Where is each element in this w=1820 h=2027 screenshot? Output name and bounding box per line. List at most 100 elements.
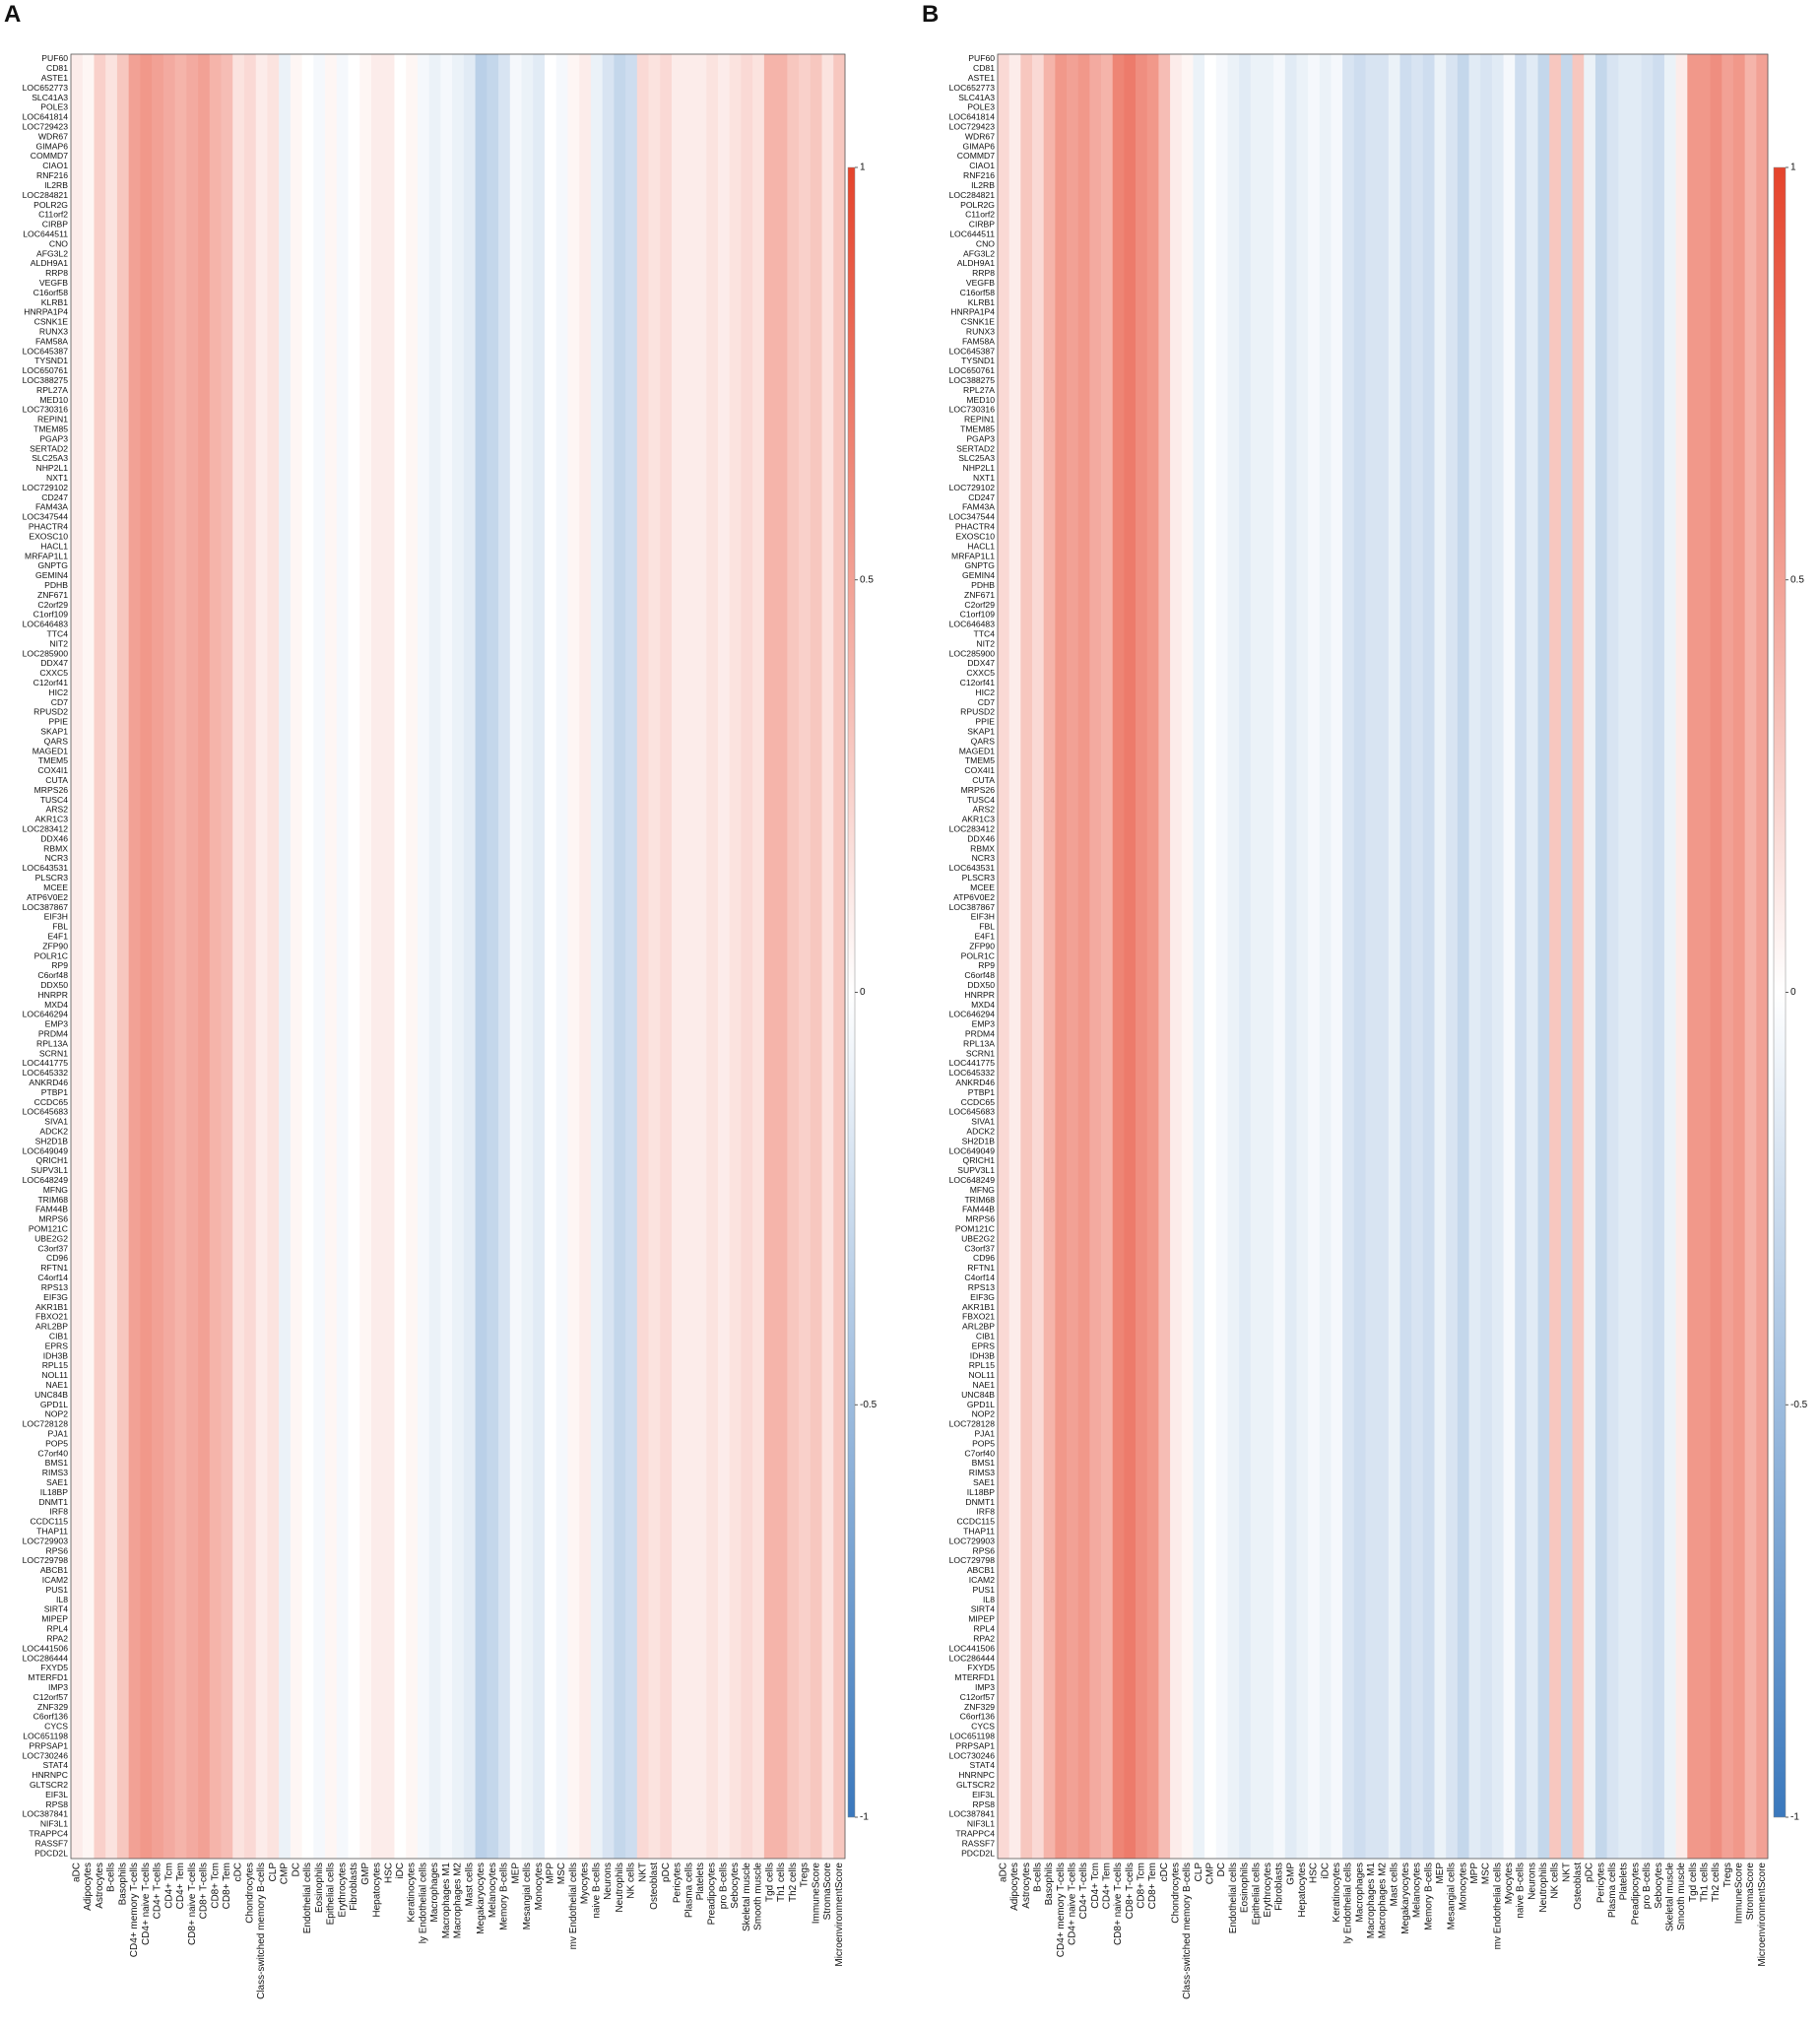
gene-label: POLR1C (34, 950, 68, 960)
gene-label: POLE3 (967, 102, 995, 112)
gene-label: LOC729798 (23, 1555, 69, 1565)
cell-type-label: Osteoblast (1573, 1863, 1584, 1910)
panel-label: B (922, 1, 939, 28)
gene-label: GLTSCR2 (30, 1780, 68, 1790)
gene-label: ALDH9A1 (31, 258, 68, 268)
cell-type-label: CLP (1194, 1863, 1204, 1882)
gene-label: MCEE (43, 883, 68, 892)
gene-label: C3orf37 (964, 1243, 995, 1253)
gene-label: SH2D1B (35, 1136, 69, 1145)
gene-label: GPD1L (40, 1400, 68, 1409)
heatmap-column (1146, 54, 1159, 1859)
gene-label: MED10 (39, 395, 68, 405)
gene-label: ADCK2 (39, 1127, 68, 1137)
cell-type-label: Platelets (695, 1863, 706, 1900)
cell-type-label: Eosinophils (1240, 1863, 1251, 1913)
heatmap-column (799, 54, 812, 1859)
heatmap-column (1732, 54, 1746, 1859)
gene-label: VEGFB (966, 278, 995, 288)
gene-label: LOC644511 (949, 229, 995, 238)
cell-type-label: DC (291, 1863, 301, 1876)
heatmap-column (1273, 54, 1286, 1859)
heatmap-column (1170, 54, 1183, 1859)
gene-label: CCDC115 (30, 1517, 68, 1527)
gene-label: LOC645332 (949, 1068, 996, 1078)
gene-label: LOC651198 (949, 1731, 995, 1740)
gene-label: LOC729102 (23, 483, 69, 492)
gene-label: LOC729903 (949, 1536, 996, 1545)
gene-label: UNC84B (961, 1390, 995, 1400)
heatmap-column (267, 54, 280, 1859)
gene-label: IL18BP (40, 1487, 68, 1497)
gene-label: LOC441775 (23, 1058, 69, 1068)
cell-type-label: Eosinophils (314, 1863, 325, 1913)
cell-type-label: Epithelial cells (1251, 1863, 1262, 1925)
gene-label: LOC730246 (23, 1750, 69, 1760)
gene-label: FAM44B (962, 1205, 995, 1214)
gene-label: ASTE1 (41, 73, 68, 83)
gene-label: ZFP90 (969, 941, 995, 950)
gene-label: RFTN1 (40, 1263, 68, 1273)
gene-label: MIPEP (968, 1614, 995, 1624)
heatmap-column (648, 54, 661, 1859)
gene-label: ABCB1 (967, 1565, 995, 1575)
gene-label: QRICH1 (963, 1155, 996, 1165)
gene-label: RNF216 (36, 170, 68, 180)
heatmap-column (71, 54, 84, 1859)
heatmap-column (1067, 54, 1079, 1859)
heatmap-column (833, 54, 846, 1859)
cell-type-label: cDC (1159, 1863, 1170, 1881)
gene-label: HNRPA1P4 (24, 307, 68, 317)
gene-label: HIC2 (975, 687, 995, 697)
heatmap-column (406, 54, 419, 1859)
gene-label: COX4I1 (37, 765, 68, 775)
heatmap-column (1606, 54, 1619, 1859)
heatmap-frame (70, 53, 846, 1860)
gene-label: COMMD7 (957, 151, 995, 161)
cell-type-label: Class-switched memory B-cells (256, 1863, 267, 1999)
gene-label: CCDC115 (956, 1517, 995, 1527)
heatmap-column (325, 54, 338, 1859)
cell-type-label: Tregs (1722, 1863, 1733, 1887)
heatmap-column (1055, 54, 1068, 1859)
gene-label: POM121C (29, 1224, 68, 1234)
gene-label: PUS1 (46, 1585, 69, 1595)
colorbar-tick-label: 0 (860, 987, 866, 998)
gene-label: PRDM4 (965, 1028, 995, 1038)
gene-label: VEGFB (39, 278, 68, 288)
heatmap-column (1308, 54, 1321, 1859)
gene-label: POLE3 (40, 102, 68, 112)
gene-label: ANKRD46 (955, 1078, 995, 1087)
heatmap-column (1284, 54, 1297, 1859)
cell-type-label: Class-switched memory B-cells (1182, 1863, 1193, 1999)
heatmap-column (567, 54, 580, 1859)
gene-label: NIT2 (49, 638, 68, 648)
gene-label: PDCD2L (34, 1848, 68, 1858)
colorbar (847, 166, 856, 1818)
heatmap-column (625, 54, 638, 1859)
gene-label: LOC648249 (949, 1175, 996, 1185)
cell-type-label: Basophils (1044, 1863, 1055, 1905)
heatmap-column (729, 54, 742, 1859)
heatmap-column (140, 54, 153, 1859)
gene-label: KLRB1 (968, 297, 995, 307)
heatmap-column (1457, 54, 1469, 1859)
gene-label: FAM43A (35, 502, 68, 512)
gene-label: EIF3L (972, 1790, 995, 1799)
gene-label: RP9 (978, 960, 995, 970)
heatmap-column (1342, 54, 1355, 1859)
gene-label: ZNF329 (37, 1702, 68, 1712)
gene-label: FBXO21 (35, 1312, 68, 1322)
gene-label: PDHB (44, 580, 68, 590)
cell-type-label: Smooth muscle (753, 1863, 764, 1930)
heatmap-column (1250, 54, 1263, 1859)
heatmap-column (382, 54, 395, 1859)
cell-type-label: CD8+ Tem (222, 1863, 232, 1909)
gene-label: NAE1 (973, 1380, 996, 1390)
gene-label: ASTE1 (968, 73, 995, 83)
gene-label: LOC283412 (23, 824, 69, 834)
cell-type-label: Tgd cells (764, 1863, 775, 1902)
cell-type-label: Macrophages M1 (1366, 1863, 1377, 1939)
gene-label: SLC41A3 (32, 93, 68, 102)
cell-type-label: CD8+ naive T-cells (187, 1863, 198, 1945)
